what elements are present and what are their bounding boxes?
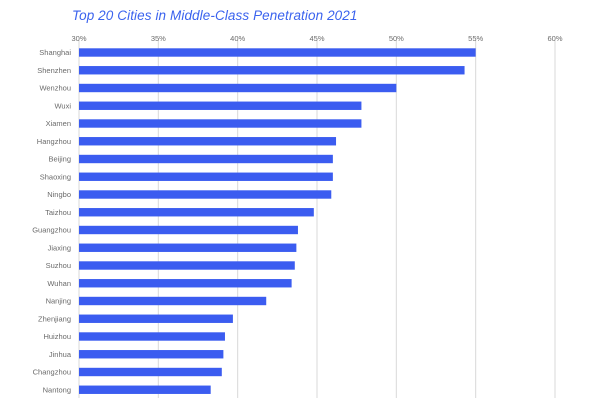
bar xyxy=(79,225,298,235)
bar xyxy=(79,279,292,288)
category-label: Nanjing xyxy=(46,297,71,306)
bar xyxy=(79,48,476,57)
x-tick-label: 35% xyxy=(151,34,166,43)
bar xyxy=(79,332,225,341)
bar xyxy=(79,208,314,217)
bar xyxy=(79,119,362,128)
category-label: Wuxi xyxy=(54,101,71,110)
category-label: Jinhua xyxy=(49,350,72,359)
category-label: Hangzhou xyxy=(37,137,71,146)
category-label: Guangzhou xyxy=(32,226,71,235)
category-label: Huizhou xyxy=(43,332,71,341)
bar xyxy=(79,172,333,181)
x-tick-label: 40% xyxy=(230,34,245,43)
bar xyxy=(79,367,222,377)
category-label: Wenzhou xyxy=(39,84,71,93)
category-label: Changzhou xyxy=(33,368,71,377)
bar xyxy=(79,154,333,164)
bar xyxy=(79,314,233,323)
x-tick-label: 60% xyxy=(547,34,562,43)
bars xyxy=(79,48,476,394)
x-tick-label: 55% xyxy=(468,34,483,43)
category-label: Shanghai xyxy=(39,48,71,57)
category-label: Nantong xyxy=(43,385,71,394)
category-label: Beijing xyxy=(48,155,71,164)
bar xyxy=(79,101,362,110)
bar xyxy=(79,350,224,359)
bar xyxy=(79,261,295,270)
x-tick-label: 50% xyxy=(389,34,404,43)
category-label: Shaoxing xyxy=(40,172,71,181)
category-label: Jiaxing xyxy=(48,243,71,252)
category-labels: Shanghai Shenzhen Wenzhou Wuxi Xiamen Hangzho… xyxy=(32,48,72,394)
chart-title: Top 20 Cities in Middle-Class Penetratio… xyxy=(72,8,358,23)
bar xyxy=(79,243,297,252)
category-label: Suzhou xyxy=(46,261,71,270)
category-label: Shenzhen xyxy=(37,66,71,75)
bar xyxy=(79,296,267,306)
category-label: Ningbo xyxy=(47,190,71,199)
bar xyxy=(79,385,211,394)
category-label: Xiamen xyxy=(46,119,71,128)
gridlines xyxy=(78,40,556,398)
category-label: Wuhan xyxy=(47,279,71,288)
bar xyxy=(79,83,397,93)
x-tick-labels: 30% 35% 40% 45% 50% 55% 60% xyxy=(71,34,562,43)
x-tick-label: 30% xyxy=(71,34,86,43)
bar xyxy=(79,190,332,199)
bar xyxy=(79,66,465,75)
bar xyxy=(79,137,337,146)
category-label: Taizhou xyxy=(45,208,71,217)
category-label: Zhenjiang xyxy=(38,314,71,323)
x-tick-label: 45% xyxy=(309,34,324,43)
